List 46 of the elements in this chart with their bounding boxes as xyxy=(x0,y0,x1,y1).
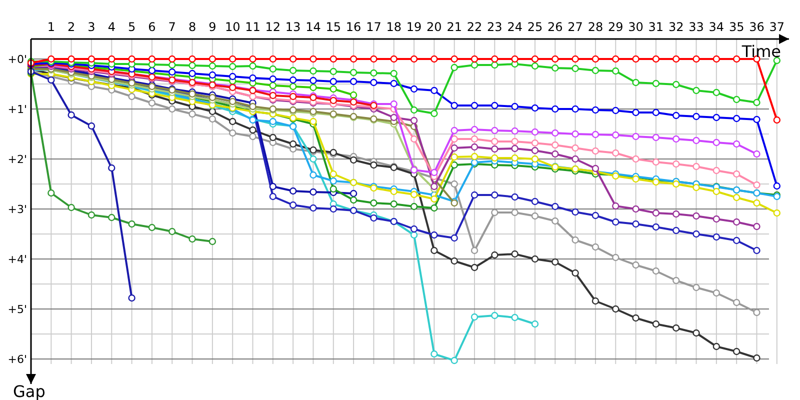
x-tick-label: 13 xyxy=(285,20,301,34)
x-tick-label: 19 xyxy=(406,20,422,34)
y-tick-label: +5' xyxy=(8,303,27,316)
x-axis-title: Time xyxy=(740,42,781,61)
x-tick-label: 15 xyxy=(326,20,342,34)
x-tick-label: 18 xyxy=(386,20,402,34)
x-tick-label: 30 xyxy=(628,20,644,34)
y-tick-label: +2' xyxy=(8,153,27,166)
x-tick-label: 35 xyxy=(728,20,744,34)
x-tick-label: 2 xyxy=(68,20,76,34)
x-tick-label: 10 xyxy=(224,20,240,34)
x-tick-label: 26 xyxy=(548,20,563,34)
x-tick-label: 11 xyxy=(245,20,260,34)
y-tick-label: +4' xyxy=(8,253,27,266)
y-tick-label: +1' xyxy=(8,103,27,116)
x-tick-label: 24 xyxy=(507,20,522,34)
x-tick-label: 37 xyxy=(769,20,785,34)
x-tick-label: 34 xyxy=(708,20,724,34)
x-tick-label: 31 xyxy=(648,20,664,34)
x-tick-label: 12 xyxy=(265,20,281,34)
x-tick-label: 32 xyxy=(668,20,684,34)
x-tick-label: 17 xyxy=(366,20,382,34)
x-tick-label: 3 xyxy=(88,20,96,34)
x-tick-label: 9 xyxy=(208,20,216,34)
x-tick-label: 6 xyxy=(148,20,156,34)
x-tick-label: 21 xyxy=(446,20,462,34)
x-tick-label: 29 xyxy=(608,20,624,34)
x-tick-label: 36 xyxy=(749,20,764,34)
x-tick-label: 20 xyxy=(426,20,442,34)
x-tick-label: 5 xyxy=(128,20,136,34)
y-axis-title: Gap xyxy=(13,382,46,400)
x-tick-label: 25 xyxy=(527,20,543,34)
x-tick-label: 14 xyxy=(306,20,321,34)
x-tick-label: 16 xyxy=(346,20,362,34)
x-tick-label: 28 xyxy=(588,20,604,34)
y-tick-label: +0' xyxy=(8,53,27,66)
x-tick-label: 33 xyxy=(688,20,704,34)
x-tick-label: 1 xyxy=(47,20,55,34)
x-tick-label: 27 xyxy=(568,20,583,34)
x-tick-label: 7 xyxy=(168,20,176,34)
y-tick-label: +6' xyxy=(8,353,27,366)
y-tick-label: +3' xyxy=(8,203,27,216)
x-tick-label: 23 xyxy=(487,20,502,34)
x-tick-label: 22 xyxy=(466,20,482,34)
x-tick-label: 8 xyxy=(188,20,196,34)
x-tick-label: 4 xyxy=(108,20,116,34)
